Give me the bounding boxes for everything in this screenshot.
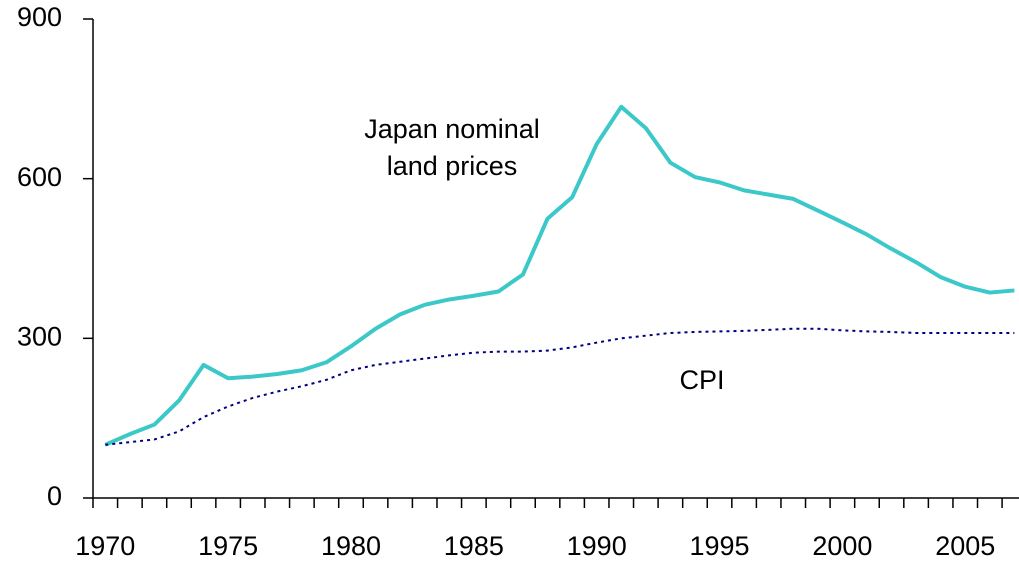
x-tick-label: 1970 <box>75 531 135 561</box>
x-tick-label: 1990 <box>567 531 627 561</box>
x-tick-label: 2005 <box>935 531 995 561</box>
line-series <box>104 104 1015 447</box>
x-tick-label: 1980 <box>321 531 381 561</box>
line-series <box>105 327 1015 446</box>
y-tick-label: 0 <box>47 481 62 511</box>
y-tick-label: 900 <box>17 2 62 32</box>
annotation: Japan nominal <box>364 114 540 144</box>
y-tick-label: 300 <box>17 321 62 351</box>
y-tick-label: 600 <box>17 162 62 192</box>
x-tick-label: 1995 <box>689 531 749 561</box>
annotation: land prices <box>387 151 518 181</box>
x-tick-label: 2000 <box>812 531 872 561</box>
x-tick-label: 1985 <box>444 531 504 561</box>
x-tick-label: 1975 <box>198 531 258 561</box>
annotation: CPI <box>679 365 724 395</box>
